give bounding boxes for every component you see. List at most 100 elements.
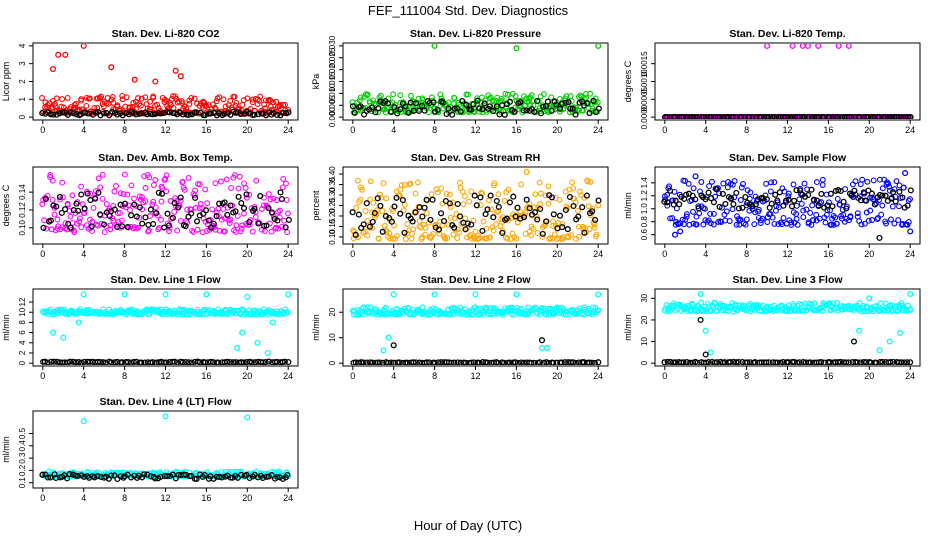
data-point: [100, 359, 107, 365]
data-point: [97, 184, 104, 191]
data-point: [851, 187, 858, 194]
data-point: [457, 179, 463, 186]
data-point: [440, 99, 447, 106]
data-point: [392, 235, 399, 242]
data-point: [556, 196, 563, 203]
data-point: [259, 359, 266, 365]
data-point: [370, 97, 377, 104]
data-point: [682, 178, 689, 184]
data-point: [150, 198, 157, 205]
data-point: [680, 114, 687, 119]
data-point: [407, 180, 414, 187]
y-axis-label: ml/min: [623, 192, 633, 219]
data-point: [805, 220, 812, 227]
data-point: [217, 178, 224, 185]
data-point: [139, 220, 146, 227]
x-tick-label: 0: [662, 125, 667, 135]
panel-4: Stan. Dev. Amb. Box Temp. degrees C 0 4 8 12 1…: [1, 152, 299, 259]
data-point: [285, 210, 291, 217]
data-point: [476, 359, 483, 365]
data-point: [595, 105, 602, 112]
data-point: [583, 91, 589, 97]
data-point: [811, 300, 818, 307]
data-point: [872, 303, 879, 309]
data-point: [171, 358, 178, 365]
data-point: [877, 358, 884, 365]
data-point: [782, 114, 789, 119]
data-point: [207, 358, 214, 365]
data-point: [870, 177, 877, 184]
data-point: [703, 359, 710, 365]
data-point: [837, 187, 844, 195]
data-point: [277, 189, 284, 196]
data-point-outlier: [671, 231, 679, 238]
data-point: [227, 97, 234, 104]
data-point: [818, 358, 825, 365]
data-point: [364, 304, 371, 311]
data-point: [566, 193, 573, 201]
data-point: [767, 188, 774, 195]
y-tick-label: 20: [640, 315, 649, 324]
x-tick-label: 24: [593, 371, 603, 381]
x-tick-label: 20: [242, 249, 252, 259]
data-point: [445, 105, 452, 112]
data-point: [423, 210, 430, 217]
data-point: [383, 304, 389, 311]
data-point-outlier: [538, 344, 546, 351]
data-point: [710, 210, 717, 217]
data-point: [209, 206, 216, 213]
data-point: [352, 231, 359, 238]
data-point: [510, 193, 517, 200]
data-point: [706, 183, 713, 190]
data-point: [800, 207, 807, 214]
data-point: [274, 473, 281, 481]
data-point-outlier: [799, 44, 806, 49]
data-point: [246, 474, 253, 482]
x-tick-label: 8: [122, 371, 127, 381]
data-point: [474, 97, 481, 104]
data-point: [205, 217, 212, 224]
data-point: [837, 358, 844, 365]
data-point: [520, 107, 527, 114]
data-point: [537, 205, 544, 213]
data-point: [552, 305, 559, 312]
data-point: [898, 114, 905, 119]
data-point: [166, 228, 172, 235]
data-point-outlier: [523, 168, 530, 175]
data-point: [830, 221, 837, 228]
data-point: [193, 109, 200, 116]
plot-frame: [32, 288, 299, 367]
data-point: [53, 203, 60, 210]
data-point: [81, 205, 88, 212]
data-point: [661, 198, 668, 205]
data-point: [398, 182, 405, 189]
data-point: [548, 94, 555, 101]
data-point: [588, 359, 595, 365]
data-point: [860, 358, 867, 365]
data-point: [150, 220, 157, 228]
data-point: [801, 180, 808, 187]
data-point: [130, 358, 137, 365]
data-point: [123, 94, 130, 101]
data-point: [738, 114, 745, 119]
data-point: [141, 173, 148, 180]
data-point-outlier: [269, 319, 276, 326]
data-point: [246, 191, 253, 198]
data-point: [904, 221, 911, 228]
data-point: [56, 193, 63, 200]
data-point: [149, 359, 156, 365]
data-point: [234, 213, 241, 219]
data-point: [53, 95, 60, 102]
data-point: [451, 224, 458, 231]
data-point: [152, 204, 159, 211]
data-point: [479, 227, 486, 234]
figure-title: FEF_111004 Std. Dev. Diagnostics: [368, 3, 569, 18]
data-point: [54, 216, 61, 223]
data-point: [548, 194, 555, 201]
data-point: [257, 93, 264, 100]
data-point-outlier: [702, 351, 709, 358]
data-point: [280, 176, 287, 182]
data-point: [466, 198, 473, 205]
data-point: [550, 211, 557, 218]
data-point: [47, 174, 54, 180]
